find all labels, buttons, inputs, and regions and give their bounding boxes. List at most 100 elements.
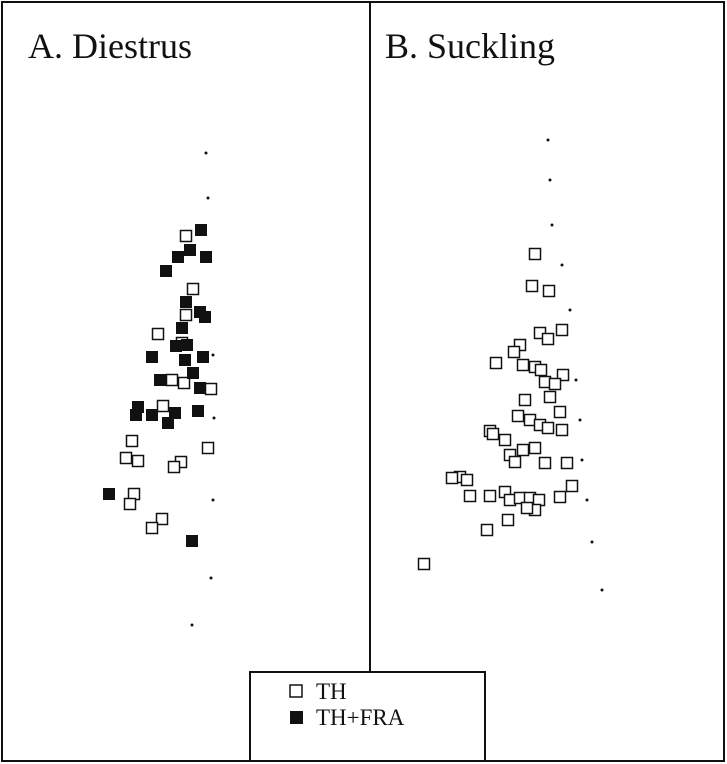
th-cell — [520, 501, 534, 515]
th-fra-cell — [186, 535, 198, 547]
midline-dot — [211, 353, 215, 357]
th-fra-cell — [192, 405, 204, 417]
midline-dot — [206, 196, 210, 200]
midline-dot — [590, 540, 594, 544]
midline-dot — [546, 138, 550, 142]
th-cell — [131, 454, 145, 468]
midline-dot — [600, 588, 604, 592]
th-fra-cell — [195, 224, 207, 236]
cell-map — [103, 138, 604, 627]
th-cell — [543, 390, 557, 404]
midline-dot — [578, 418, 582, 422]
th-cell — [555, 323, 569, 337]
midline-dot — [574, 378, 578, 382]
th-cell — [417, 557, 431, 571]
th-fra-cell — [170, 340, 182, 352]
th-cell — [511, 409, 525, 423]
th-cell — [123, 497, 137, 511]
legend-label: TH — [316, 679, 347, 704]
th-cell — [501, 513, 515, 527]
th-fra-cell — [172, 251, 184, 263]
midline-dot — [568, 308, 572, 312]
th-cell — [516, 358, 530, 372]
th-cell — [165, 373, 179, 387]
th-cell — [186, 282, 200, 296]
th-cell — [155, 512, 169, 526]
midline-dot — [580, 458, 584, 462]
midline-dot — [211, 498, 215, 502]
th-fra-cell — [197, 351, 209, 363]
th-cell — [498, 433, 512, 447]
th-cell — [167, 460, 181, 474]
th-cell — [541, 421, 555, 435]
th-fra-cell — [181, 339, 193, 351]
th-cell — [553, 405, 567, 419]
th-cell — [125, 434, 139, 448]
th-cell — [486, 427, 500, 441]
th-fra-cell — [162, 417, 174, 429]
th-cell — [565, 479, 579, 493]
th-fra-cell — [184, 244, 196, 256]
th-cell — [201, 441, 215, 455]
th-cell — [518, 393, 532, 407]
th-cell — [555, 423, 569, 437]
th-cell — [151, 327, 165, 341]
th-cell — [553, 490, 567, 504]
th-cell — [463, 489, 477, 503]
midline-dot — [548, 178, 552, 182]
th-cell — [480, 523, 494, 537]
midline-dot — [212, 416, 216, 420]
th-fra-cell — [130, 409, 142, 421]
th-cell — [179, 229, 193, 243]
th-cell — [548, 377, 562, 391]
th-fra-cell — [194, 382, 206, 394]
th-cell — [489, 356, 503, 370]
th-fra-cell — [179, 354, 191, 366]
th-fra-cell — [169, 407, 181, 419]
th-fra-cell — [160, 265, 172, 277]
th-fra-cell — [180, 296, 192, 308]
th-cell — [204, 382, 218, 396]
midline-dot — [190, 623, 194, 627]
midline-dot — [560, 263, 564, 267]
th-cell — [179, 308, 193, 322]
th-cell — [177, 376, 191, 390]
th-cell — [528, 247, 542, 261]
th-fra-cell — [187, 367, 199, 379]
th-cell — [119, 451, 133, 465]
th-fra-cell — [154, 374, 166, 386]
midline-dot — [209, 576, 213, 580]
th-cell — [538, 456, 552, 470]
legend-filled-square — [290, 711, 303, 724]
th-fra-cell — [146, 351, 158, 363]
midline-dot — [204, 151, 208, 155]
th-fra-cell — [199, 311, 211, 323]
th-cell — [460, 473, 474, 487]
th-cell — [508, 455, 522, 469]
legend-label: TH+FRA — [316, 705, 405, 730]
panel-title: A. Diestrus — [28, 26, 192, 66]
legend-box — [249, 671, 486, 762]
th-fra-cell — [103, 488, 115, 500]
th-cell — [145, 521, 159, 535]
th-fra-cell — [200, 251, 212, 263]
th-cell — [156, 399, 170, 413]
th-cell — [516, 443, 530, 457]
th-fra-cell — [146, 409, 158, 421]
th-cell — [528, 441, 542, 455]
th-cell — [542, 284, 556, 298]
th-cell — [525, 279, 539, 293]
th-fra-cell — [176, 322, 188, 334]
th-cell — [534, 363, 548, 377]
th-cell — [507, 345, 521, 359]
legend-open-square — [289, 684, 303, 698]
th-cell — [541, 332, 555, 346]
th-cell — [445, 471, 459, 485]
th-cell — [556, 368, 570, 382]
th-cell — [483, 489, 497, 503]
panel-title: B. Suckling — [385, 26, 555, 66]
midline-dot — [585, 498, 589, 502]
midline-dot — [550, 223, 554, 227]
